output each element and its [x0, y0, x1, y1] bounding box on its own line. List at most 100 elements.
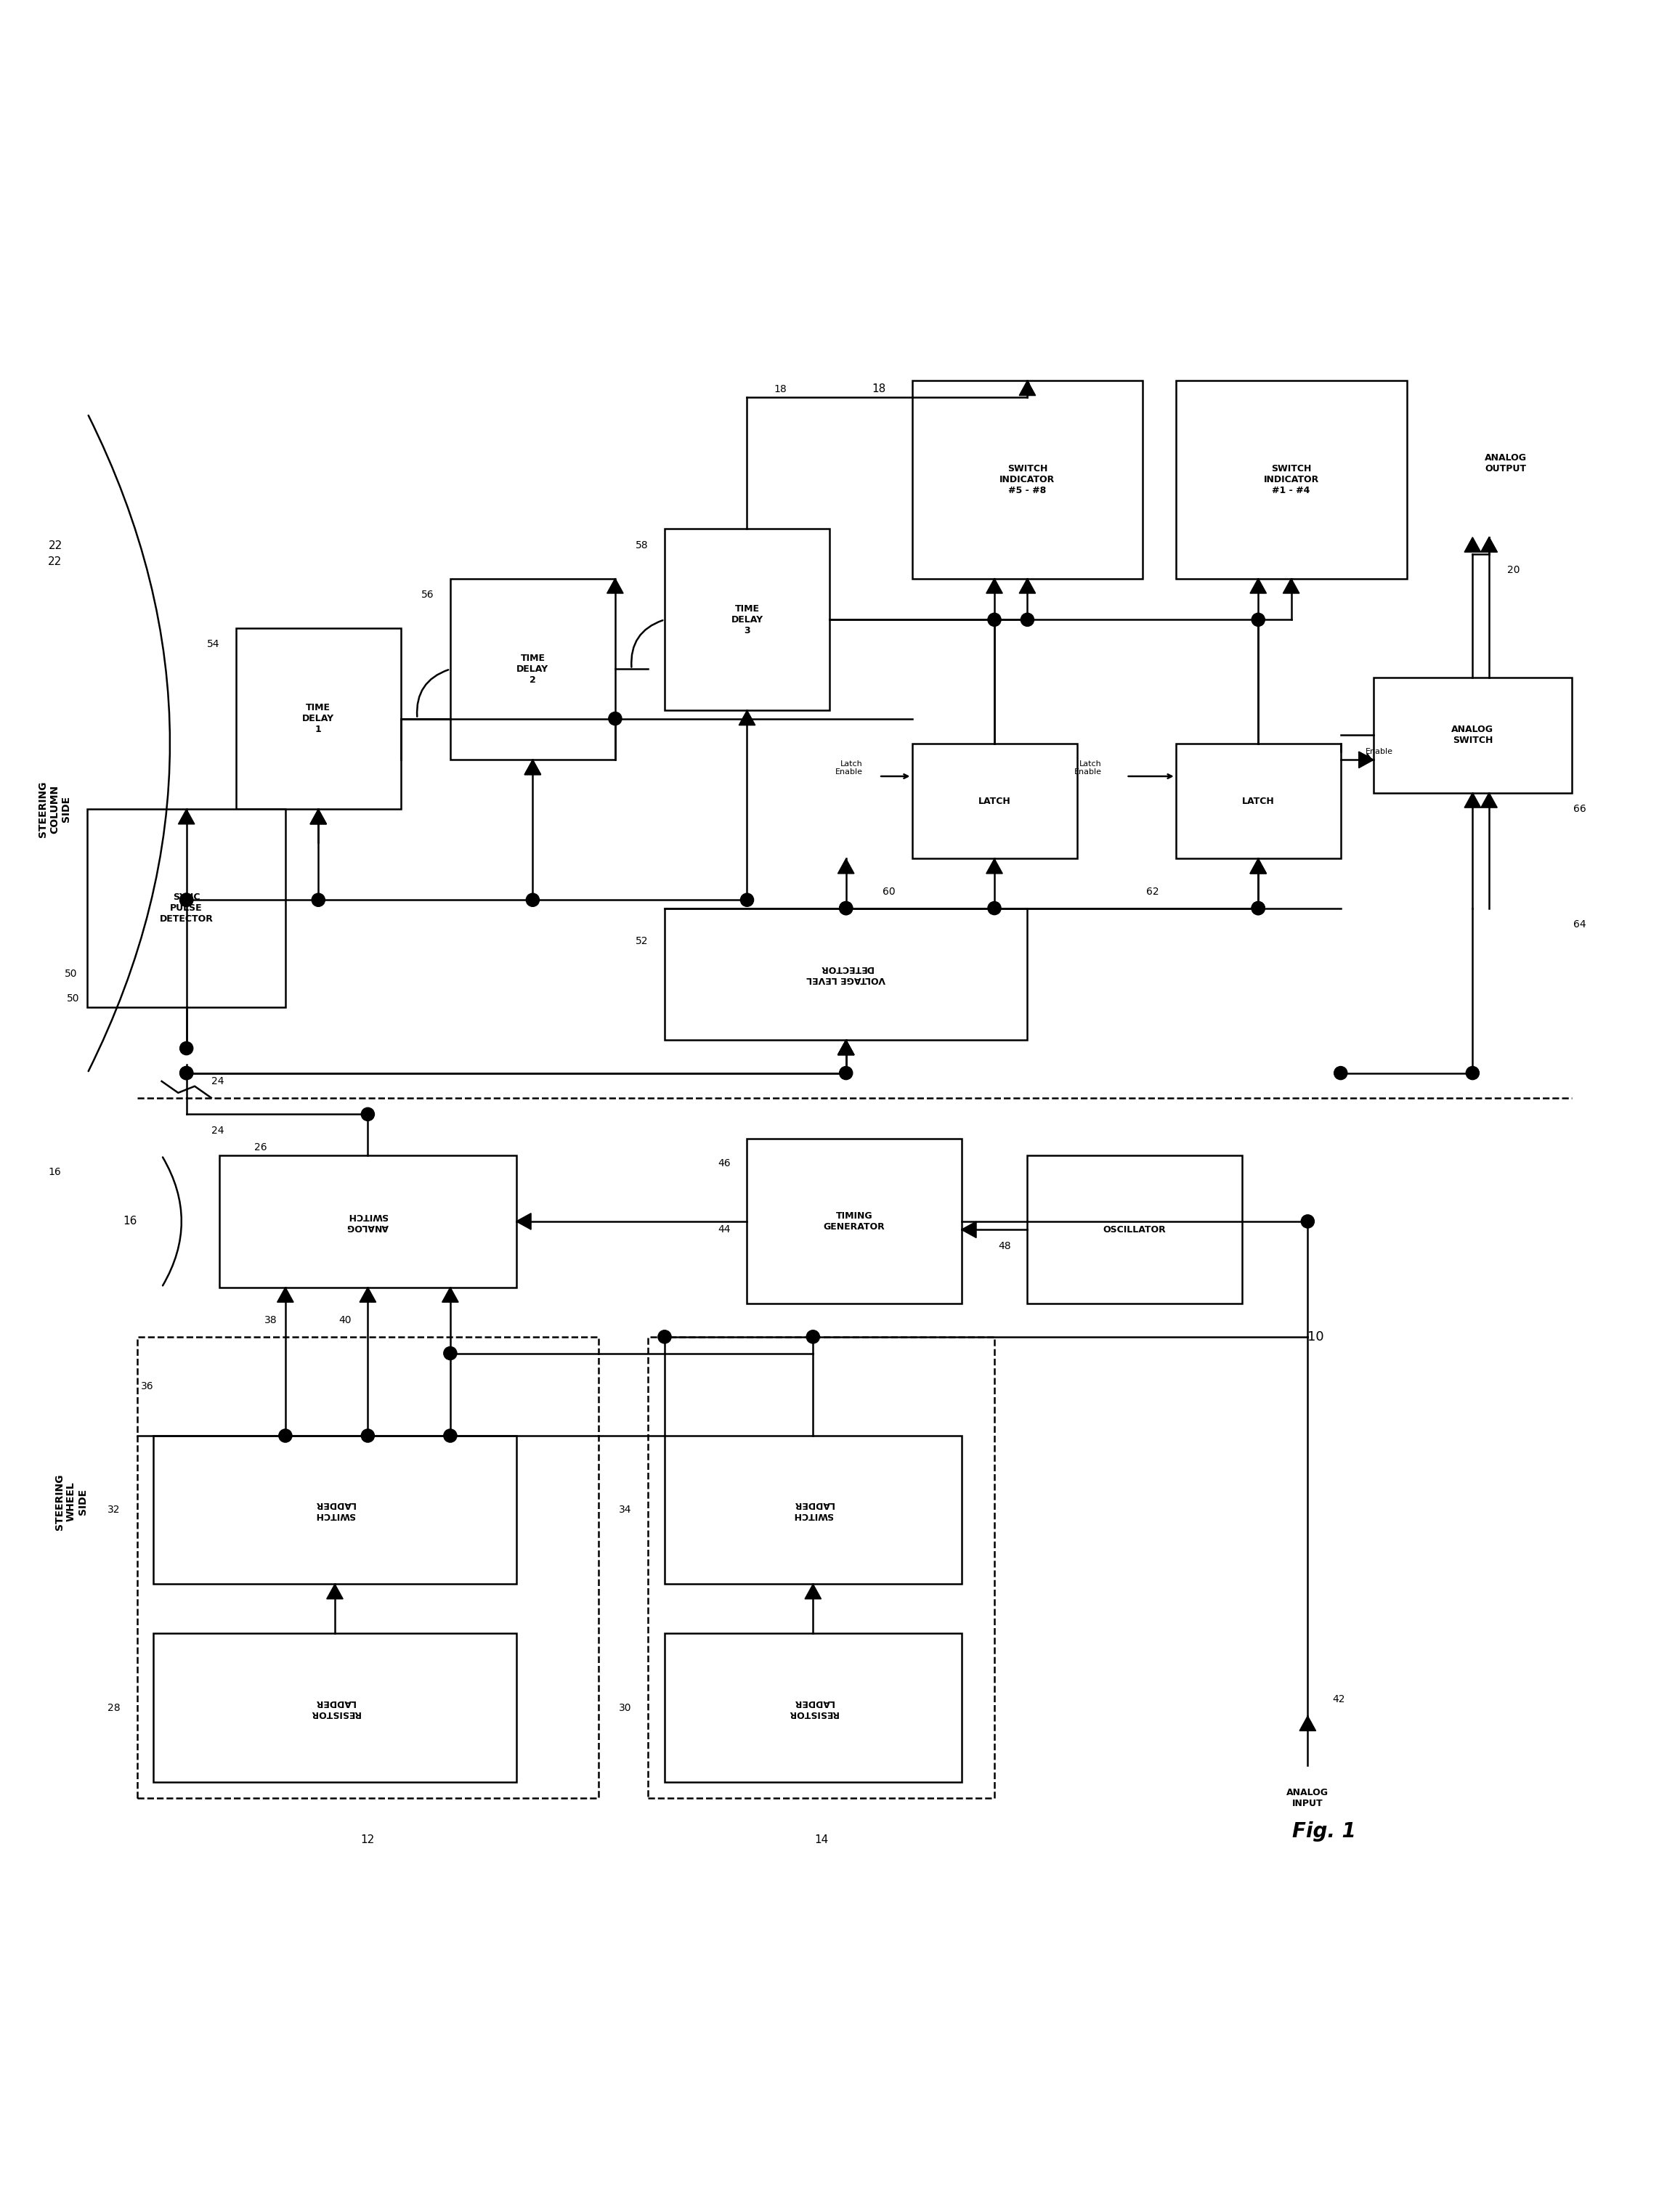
Circle shape: [1467, 1066, 1480, 1079]
Bar: [1027, 1155, 1241, 1303]
Bar: [1176, 743, 1340, 858]
Text: TIMING
GENERATOR: TIMING GENERATOR: [823, 1212, 884, 1232]
Polygon shape: [838, 858, 854, 874]
Text: STEERING
WHEEL
SIDE: STEERING WHEEL SIDE: [55, 1473, 88, 1531]
Text: 44: 44: [718, 1225, 730, 1234]
Bar: [649, 1336, 994, 1798]
Polygon shape: [1481, 538, 1496, 553]
Text: VOLTAGE LEVEL
DETECTOR: VOLTAGE LEVEL DETECTOR: [806, 964, 886, 984]
Text: 26: 26: [254, 1141, 267, 1152]
Text: 22: 22: [48, 557, 61, 568]
Circle shape: [806, 1329, 820, 1343]
Circle shape: [1334, 1066, 1347, 1079]
Text: 50: 50: [65, 969, 78, 980]
Text: 24: 24: [211, 1126, 224, 1135]
Circle shape: [362, 1108, 375, 1121]
Polygon shape: [1019, 380, 1035, 396]
Polygon shape: [516, 1212, 531, 1230]
Polygon shape: [360, 1287, 377, 1303]
Polygon shape: [805, 1584, 821, 1599]
Circle shape: [740, 894, 753, 907]
Bar: [219, 1155, 516, 1287]
Text: 46: 46: [718, 1159, 730, 1168]
Text: 12: 12: [360, 1834, 375, 1845]
Text: 62: 62: [1146, 887, 1160, 896]
Circle shape: [526, 894, 539, 907]
Polygon shape: [1465, 538, 1481, 553]
Bar: [912, 743, 1077, 858]
Text: Latch
Enable: Latch Enable: [1073, 761, 1102, 776]
Text: Enable: Enable: [1365, 748, 1394, 754]
Polygon shape: [524, 759, 541, 774]
Text: Fig. 1: Fig. 1: [1292, 1820, 1355, 1843]
Circle shape: [179, 894, 192, 907]
Text: 38: 38: [264, 1316, 277, 1325]
Text: 42: 42: [1332, 1694, 1345, 1705]
Text: 34: 34: [619, 1504, 632, 1515]
Circle shape: [987, 902, 1000, 916]
Circle shape: [1020, 613, 1034, 626]
Polygon shape: [178, 810, 194, 825]
Circle shape: [659, 1329, 672, 1343]
Circle shape: [839, 1066, 853, 1079]
Polygon shape: [524, 759, 541, 774]
Text: 40: 40: [338, 1316, 352, 1325]
Text: 52: 52: [635, 936, 649, 947]
Text: 58: 58: [635, 540, 649, 551]
Circle shape: [312, 894, 325, 907]
Polygon shape: [1019, 580, 1035, 593]
Polygon shape: [310, 810, 327, 825]
Text: 28: 28: [108, 1703, 121, 1712]
Text: 24: 24: [211, 1077, 224, 1086]
Circle shape: [1251, 902, 1264, 916]
Bar: [665, 1436, 962, 1584]
Bar: [1176, 380, 1407, 580]
Polygon shape: [1282, 580, 1299, 593]
Text: 60: 60: [883, 887, 896, 896]
Polygon shape: [1249, 858, 1266, 874]
Text: TIME
DELAY
2: TIME DELAY 2: [516, 653, 549, 686]
Polygon shape: [985, 580, 1002, 593]
Polygon shape: [738, 710, 755, 726]
Text: 18: 18: [873, 383, 886, 394]
Polygon shape: [838, 1040, 854, 1055]
Polygon shape: [327, 1584, 343, 1599]
Text: 10: 10: [1307, 1329, 1324, 1343]
Polygon shape: [441, 1287, 458, 1303]
Text: RESISTOR
LADDER: RESISTOR LADDER: [788, 1697, 838, 1719]
Text: SWITCH
INDICATOR
#1 - #4: SWITCH INDICATOR #1 - #4: [1264, 465, 1319, 495]
Text: 32: 32: [108, 1504, 121, 1515]
Text: ANALOG
INPUT: ANALOG INPUT: [1287, 1787, 1329, 1809]
Circle shape: [179, 1042, 192, 1055]
Polygon shape: [985, 858, 1002, 874]
Polygon shape: [277, 1287, 294, 1303]
Bar: [912, 380, 1143, 580]
Text: ANALOG
OUTPUT: ANALOG OUTPUT: [1485, 453, 1526, 473]
Text: 56: 56: [421, 591, 433, 599]
Polygon shape: [607, 580, 624, 593]
Polygon shape: [1249, 858, 1266, 874]
Polygon shape: [838, 1040, 854, 1055]
Text: 14: 14: [815, 1834, 828, 1845]
Text: SYNC
PULSE
DETECTOR: SYNC PULSE DETECTOR: [159, 894, 214, 925]
Circle shape: [609, 712, 622, 726]
Polygon shape: [1299, 1717, 1316, 1730]
Circle shape: [839, 902, 853, 916]
Bar: [665, 1632, 962, 1783]
Circle shape: [179, 894, 192, 907]
Circle shape: [279, 1429, 292, 1442]
Bar: [153, 1436, 516, 1584]
Text: 48: 48: [999, 1241, 1010, 1252]
Text: ANALOG
SWITCH: ANALOG SWITCH: [347, 1212, 388, 1232]
Text: TIME
DELAY
3: TIME DELAY 3: [732, 604, 763, 635]
Text: 36: 36: [141, 1380, 153, 1391]
Circle shape: [839, 902, 853, 916]
Polygon shape: [962, 1221, 975, 1239]
Polygon shape: [1249, 580, 1266, 593]
Polygon shape: [1465, 792, 1481, 807]
Text: 22: 22: [48, 540, 63, 551]
Polygon shape: [838, 1040, 854, 1055]
Bar: [747, 1139, 962, 1303]
Bar: [665, 529, 830, 710]
Polygon shape: [1481, 538, 1496, 553]
